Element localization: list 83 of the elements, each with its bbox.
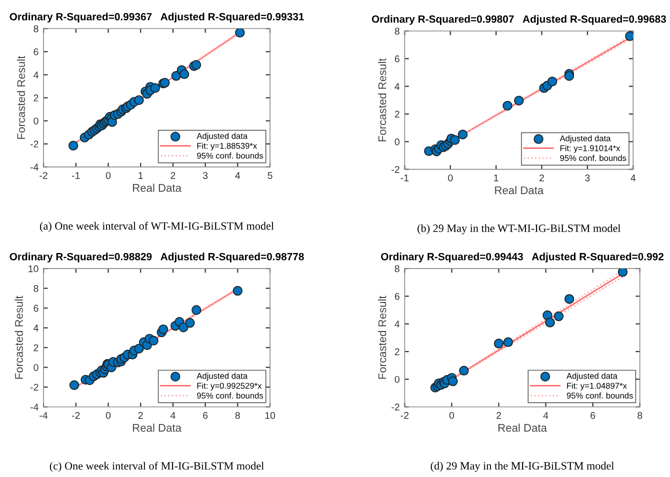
x-tick-label: 4 [170,412,176,419]
y-tick-label: 0 [34,118,38,124]
x-tick-label: 6 [590,412,596,419]
x-tick-label: 8 [235,412,240,419]
chart-title: Ordinary R-Squared=0.98829 Adjusted R-Squared=0.98778 [10,252,304,262]
x-tick-label: -1 [400,174,409,182]
x-tick-label: -2 [400,412,409,419]
x-tick-label: 2 [138,412,143,419]
legend-label: Fit: y=1.04897*x [567,382,627,390]
y-tick-label: 0 [394,376,400,383]
y-tick-label: 6 [394,55,400,62]
x-tick-label: 2 [496,412,501,419]
x-axis-title: Real Data [498,424,547,432]
y-tick-label: -2 [30,140,38,148]
x-tick-label: 4 [630,174,636,182]
x-tick-label: 4 [543,412,548,419]
y-tick-label: 6 [34,48,38,56]
legend-label: Fit: y=0.992529*x [197,382,262,390]
y-tick-label: 4 [34,324,38,332]
y-tick-label: 8 [34,285,38,292]
y-tick-label: 2 [34,344,38,352]
y-tick-label: -4 [30,404,38,410]
y-tick-label: 2 [394,110,400,118]
y-axis-title: Forcasted Result [378,58,386,142]
y-tick-label: 10 [28,265,38,272]
y-tick-label: -2 [392,166,400,173]
chart-title: Ordinary R-Squared=0.99443 Adjusted R-Squared=0.992 [381,252,664,262]
x-tick-label: -4 [40,412,48,419]
x-tick-label: 0 [106,172,111,179]
x-tick-label: 3 [585,174,590,182]
legend-label: Adjusted data [560,135,611,143]
x-tick-label: 0 [106,412,111,419]
text: (d) 29 May in the MI-IG-BiLSTM model [430,462,614,472]
y-tick-label: 8 [394,265,400,272]
y-tick-label: 6 [394,292,400,300]
x-tick-label: -2 [40,172,48,179]
legend-label: 95% conf. bounds [197,152,264,159]
y-axis-title: Forcasted Result [14,296,23,379]
x-axis-title: Real Data [132,424,182,432]
y-tick-label: 2 [394,348,400,356]
y-tick-label: 2 [34,94,38,102]
y-tick-label: 8 [394,28,400,35]
y-axis-title: Forcasted Result [16,56,26,139]
x-tick-label: 10 [265,412,276,419]
x-tick-label: 0 [449,412,454,419]
legend-label: Fit: y=1.88539*x [197,142,257,150]
x-tick-label: 0 [448,174,453,182]
y-tick-label: 0 [34,364,38,371]
legend-label: Fit: y=1.91014*x [560,145,620,153]
y-tick-label: 8 [34,25,38,32]
legend-label: 95% conf. bounds [566,392,633,399]
text: (a) One week interval of WT-MI-IG-BiLSTM model [40,222,274,232]
y-tick-label: 4 [394,83,400,90]
x-axis-title: Real Data [132,184,182,192]
legend-label: 95% conf. bounds [560,154,626,162]
text: (c) One week interval of MI-IG-BiLSTM model [50,462,264,472]
x-tick-label: 3 [202,172,208,179]
y-tick-label: -2 [30,384,38,391]
y-tick-label: -2 [392,404,400,410]
y-tick-label: 4 [34,72,38,78]
legend-label: Adjusted data [196,132,248,141]
chart-title: Ordinary R-Squared=0.99807 Adjusted R-Squared=0.99683 [372,15,666,25]
y-tick-label: 0 [394,138,400,146]
x-tick-label: 1 [494,174,498,182]
x-tick-label: 2 [170,172,176,179]
x-tick-label: 1 [138,172,143,179]
x-tick-label: -2 [72,412,80,419]
legend-label: Adjusted data [566,372,618,381]
x-tick-label: -1 [72,172,80,179]
x-tick-label: 4 [235,172,240,179]
x-tick-label: 6 [203,412,208,419]
x-tick-label: 5 [268,172,272,179]
legend-label: 95% conf. bounds [197,392,264,399]
y-tick-label: -4 [30,164,38,170]
x-tick-label: 8 [638,412,642,419]
chart-title: Ordinary R-Squared=0.99367 Adjusted R-Squared=0.99331 [10,12,304,22]
text: (b) 29 May in the WT-MI-IG-BiLSTM model [418,224,621,234]
x-tick-label: 2 [540,174,544,182]
x-axis-title: Real Data [495,186,544,194]
y-tick-label: 4 [394,320,400,328]
legend-label: Adjusted data [196,372,248,381]
y-tick-label: 6 [34,304,38,312]
y-axis-title: Forcasted Result [378,296,386,379]
